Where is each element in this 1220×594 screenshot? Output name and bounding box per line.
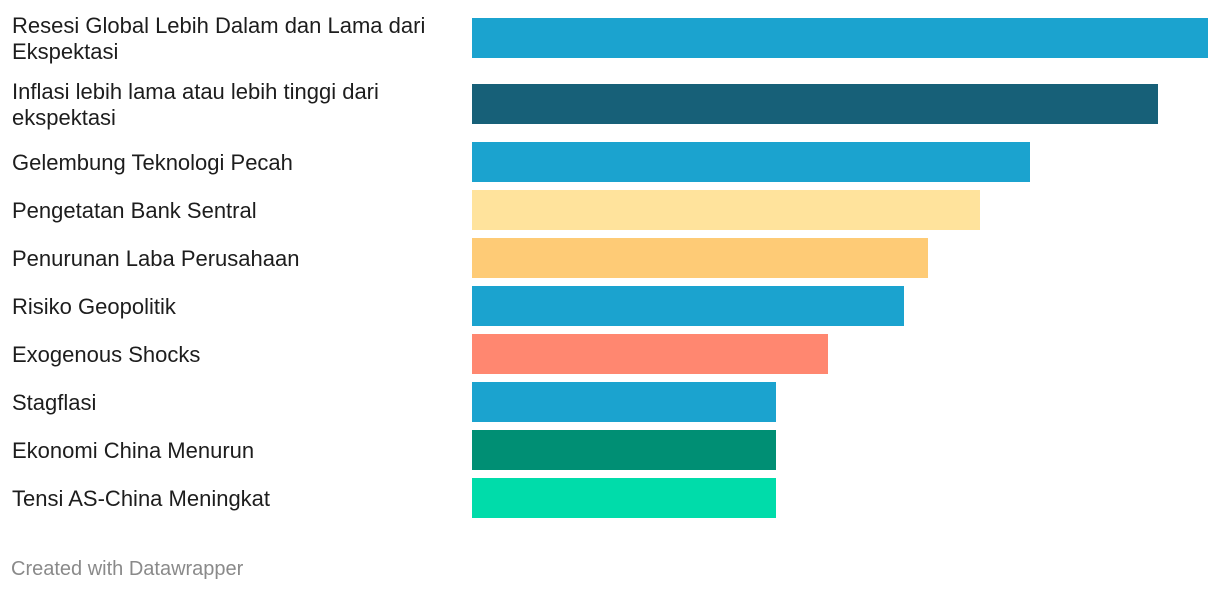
bar-6	[472, 334, 828, 374]
category-label-4: Penurunan Laba Perusahaan	[12, 246, 299, 271]
bar-7	[472, 382, 776, 422]
bar-chart: Resesi Global Lebih Dalam dan Lama dari E…	[12, 13, 1208, 518]
category-label-6: Exogenous Shocks	[12, 342, 200, 367]
bar-3	[472, 190, 980, 230]
category-label-1: Inflasi lebih lama atau lebih tinggi dar…	[12, 79, 379, 130]
bar-2	[472, 142, 1030, 182]
bar-1	[472, 84, 1158, 124]
bar-0	[472, 18, 1208, 58]
bar-5	[472, 286, 904, 326]
category-label-3: Pengetatan Bank Sentral	[12, 198, 257, 223]
category-label-5: Risiko Geopolitik	[12, 294, 177, 319]
category-label-8: Ekonomi China Menurun	[12, 438, 254, 463]
bar-4	[472, 238, 928, 278]
bar-9	[472, 478, 776, 518]
category-label-7: Stagflasi	[12, 390, 96, 415]
category-label-9: Tensi AS-China Meningkat	[12, 486, 270, 511]
bar-8	[472, 430, 776, 470]
category-label-2: Gelembung Teknologi Pecah	[12, 150, 293, 175]
category-label-0: Resesi Global Lebih Dalam dan Lama dari E…	[12, 13, 425, 64]
footer-credit: Created with Datawrapper	[11, 558, 244, 580]
